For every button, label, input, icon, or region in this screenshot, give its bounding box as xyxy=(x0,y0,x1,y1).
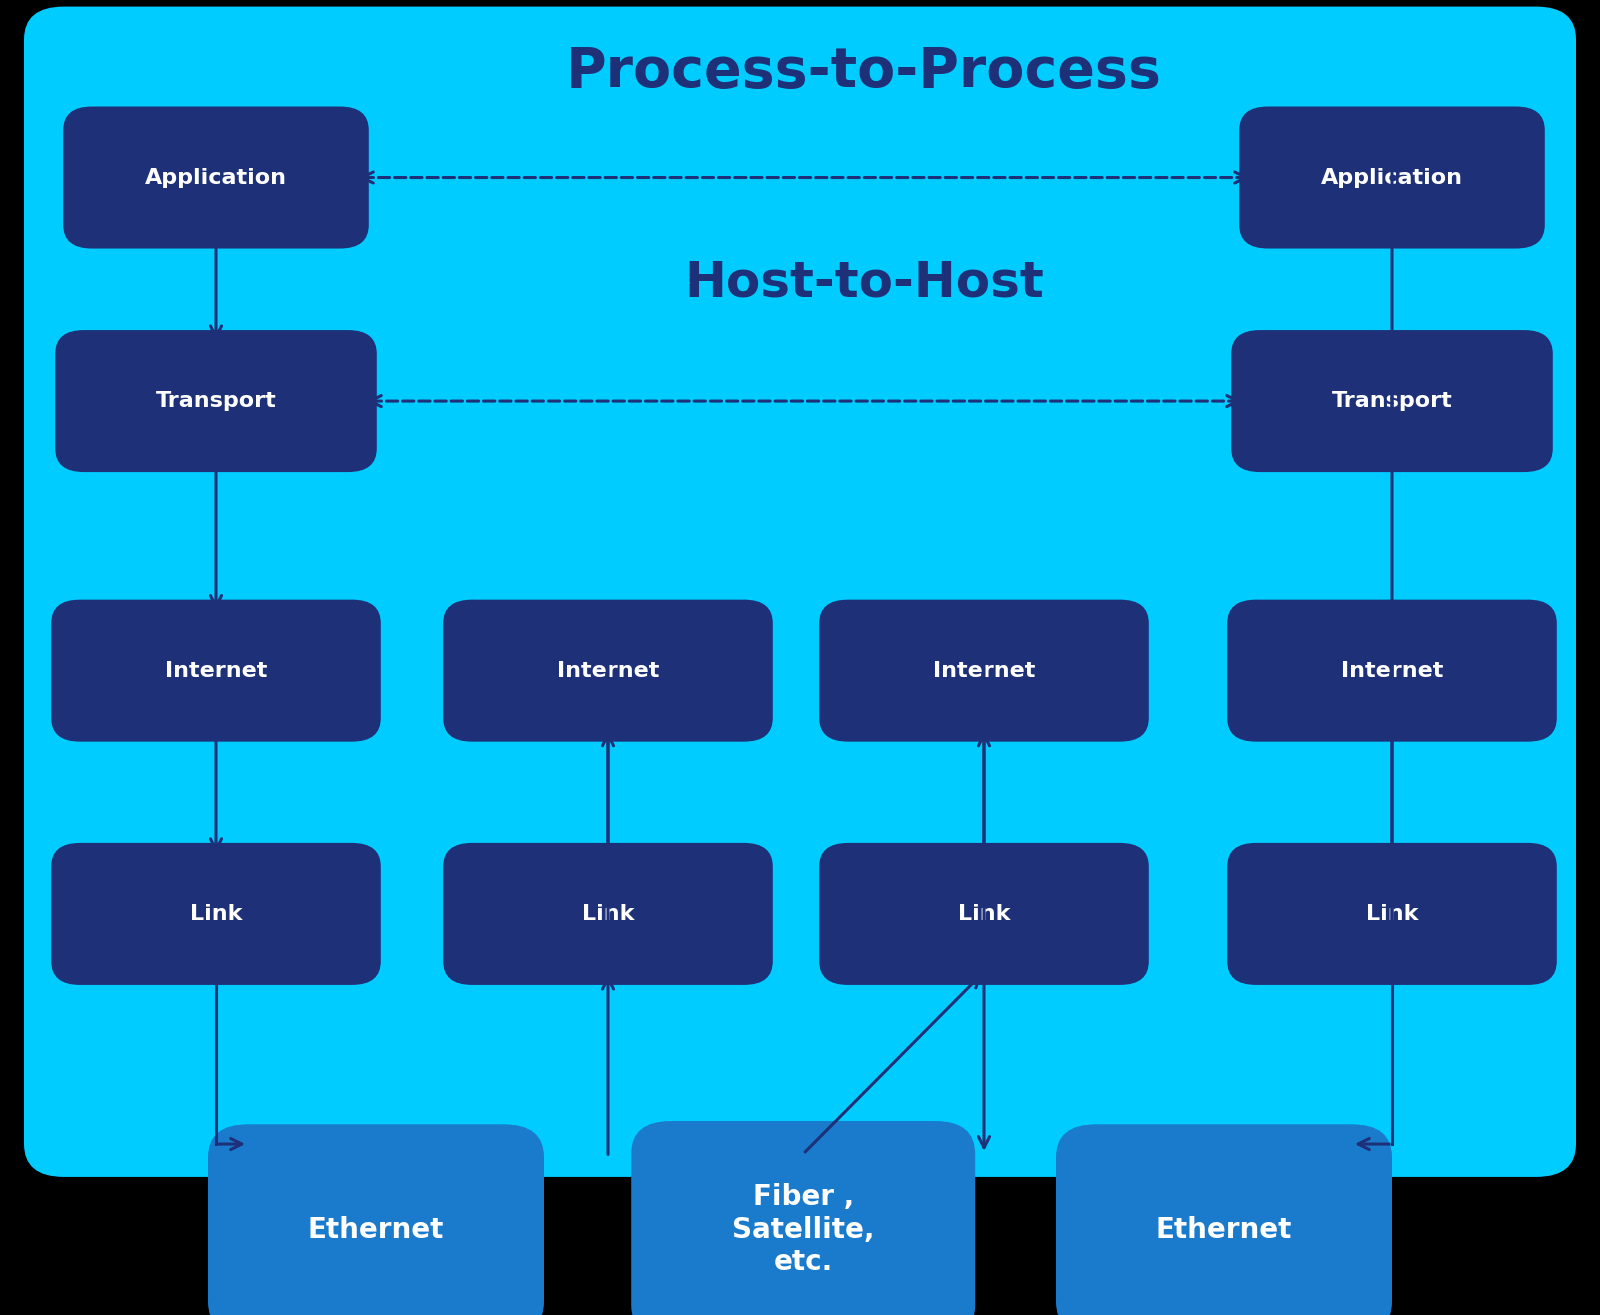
FancyBboxPatch shape xyxy=(24,7,1576,1177)
Text: Internet: Internet xyxy=(933,660,1035,681)
FancyBboxPatch shape xyxy=(64,107,368,249)
FancyBboxPatch shape xyxy=(1227,843,1557,985)
Text: Application: Application xyxy=(146,167,286,188)
FancyBboxPatch shape xyxy=(51,600,381,742)
FancyBboxPatch shape xyxy=(54,330,378,472)
FancyBboxPatch shape xyxy=(443,600,773,742)
Text: Internet: Internet xyxy=(1341,660,1443,681)
Text: Internet: Internet xyxy=(165,660,267,681)
Text: Ethernet: Ethernet xyxy=(307,1215,445,1244)
Text: Ethernet: Ethernet xyxy=(1155,1215,1293,1244)
FancyBboxPatch shape xyxy=(443,843,773,985)
Text: Application: Application xyxy=(1322,167,1462,188)
Text: Link: Link xyxy=(582,903,634,924)
Text: Link: Link xyxy=(190,903,242,924)
Text: Transport: Transport xyxy=(155,391,277,412)
Text: Link: Link xyxy=(1366,903,1418,924)
Text: Internet: Internet xyxy=(557,660,659,681)
FancyBboxPatch shape xyxy=(1056,1124,1392,1315)
Text: Transport: Transport xyxy=(1331,391,1453,412)
Text: Fiber ,
Satellite,
etc.: Fiber , Satellite, etc. xyxy=(731,1184,875,1276)
Text: Process-to-Process: Process-to-Process xyxy=(566,45,1162,100)
FancyBboxPatch shape xyxy=(51,843,381,985)
FancyBboxPatch shape xyxy=(819,600,1149,742)
Text: Host-to-Host: Host-to-Host xyxy=(685,259,1043,306)
FancyBboxPatch shape xyxy=(819,843,1149,985)
FancyBboxPatch shape xyxy=(1240,107,1546,249)
FancyBboxPatch shape xyxy=(1232,330,1552,472)
FancyBboxPatch shape xyxy=(630,1120,974,1315)
Text: Link: Link xyxy=(958,903,1010,924)
FancyBboxPatch shape xyxy=(1227,600,1557,742)
FancyBboxPatch shape xyxy=(208,1124,544,1315)
